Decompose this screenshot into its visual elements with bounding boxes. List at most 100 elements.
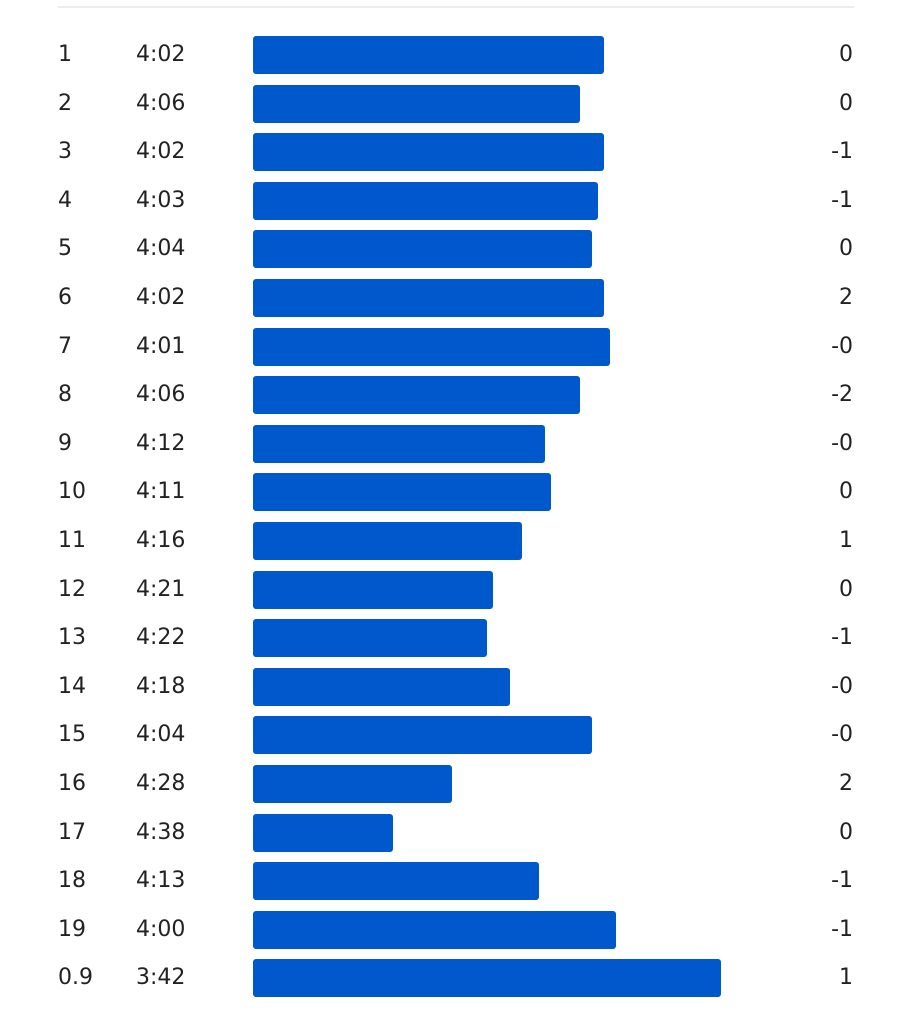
split-pace-bar [253, 765, 452, 803]
split-pace-bar [253, 36, 604, 74]
split-km-label: 2 [58, 90, 72, 116]
split-km-label: 18 [58, 868, 86, 894]
split-pace-bar [253, 522, 522, 560]
split-elev-label: -0 [831, 333, 853, 359]
split-pace-label: 4:01 [136, 333, 186, 359]
split-pace-label: 4:02 [136, 139, 186, 165]
split-row: 12 4:21 0 [0, 566, 913, 614]
split-km-label: 17 [58, 819, 86, 845]
split-pace-bar [253, 376, 580, 415]
split-pace-bar [253, 862, 539, 901]
split-pace-bar [253, 279, 604, 317]
split-pace-label: 4:04 [136, 236, 186, 262]
split-km-label: 10 [58, 479, 86, 505]
split-row: 19 4:00 -1 [0, 906, 913, 954]
split-elev-label: 2 [839, 285, 853, 310]
split-row: 17 4:38 0 [0, 809, 913, 857]
split-km-label: 7 [58, 333, 72, 359]
split-pace-label: 4:18 [136, 673, 186, 699]
split-elev-label: -2 [831, 382, 853, 408]
split-row: 10 4:11 0 [0, 468, 913, 516]
split-km-label: 8 [58, 382, 72, 408]
split-pace-bar [253, 716, 592, 755]
split-elev-label: -1 [831, 916, 853, 942]
split-pace-bar [253, 813, 393, 852]
split-elev-label: 0 [839, 576, 853, 602]
split-km-label: 12 [58, 576, 86, 602]
split-pace-label: 4:16 [136, 528, 186, 553]
split-elev-label: 0 [839, 236, 853, 262]
split-pace-label: 4:11 [136, 479, 186, 505]
split-row: 9 4:12 -0 [0, 420, 913, 468]
split-pace-label: 3:42 [136, 965, 186, 991]
split-row: 16 4:28 2 [0, 760, 913, 808]
split-km-label: 4 [58, 187, 72, 213]
split-elev-label: 0 [839, 90, 853, 116]
split-pace-bar [253, 959, 721, 998]
split-row: 3 4:02 -1 [0, 128, 913, 176]
split-row: 6 4:02 2 [0, 274, 913, 322]
split-km-label: 3 [58, 139, 72, 165]
split-pace-label: 4:21 [136, 576, 186, 602]
split-pace-bar [253, 570, 493, 609]
split-elev-label: -0 [831, 430, 853, 456]
split-pace-bar [253, 619, 487, 658]
split-row: 18 4:13 -1 [0, 857, 913, 905]
split-km-label: 9 [58, 430, 72, 456]
split-elev-label: 0 [839, 479, 853, 505]
split-pace-bar [253, 84, 580, 123]
split-pace-label: 4:03 [136, 187, 186, 213]
split-pace-label: 4:28 [136, 771, 186, 796]
split-pace-label: 4:06 [136, 90, 186, 116]
split-km-label: 0.9 [58, 965, 93, 991]
split-row: 11 4:16 1 [0, 517, 913, 565]
split-pace-bar [253, 667, 510, 706]
split-km-label: 19 [58, 916, 86, 942]
split-elev-label: -0 [831, 722, 853, 748]
split-pace-label: 4:13 [136, 868, 186, 894]
split-km-label: 15 [58, 722, 86, 748]
split-pace-label: 4:06 [136, 382, 186, 408]
split-row: 13 4:22 -1 [0, 614, 913, 662]
split-elev-label: -1 [831, 187, 853, 213]
split-km-label: 6 [58, 285, 72, 310]
top-divider [58, 6, 854, 8]
split-row: 15 4:04 -0 [0, 711, 913, 759]
split-pace-bar [253, 473, 551, 512]
split-pace-label: 4:00 [136, 916, 186, 942]
split-pace-bar [253, 910, 616, 949]
split-elev-label: -0 [831, 673, 853, 699]
split-pace-label: 4:12 [136, 430, 186, 456]
split-km-label: 5 [58, 236, 72, 262]
split-row: 7 4:01 -0 [0, 323, 913, 371]
split-row: 2 4:06 0 [0, 80, 913, 128]
split-pace-label: 4:02 [136, 42, 186, 67]
split-elev-label: 1 [839, 965, 853, 991]
split-row: 1 4:02 0 [0, 31, 913, 79]
split-pace-bar [253, 327, 610, 366]
split-pace-label: 4:02 [136, 285, 186, 310]
split-km-label: 1 [58, 42, 72, 67]
split-elev-label: -1 [831, 625, 853, 651]
split-elev-label: 0 [839, 819, 853, 845]
split-pace-bar [253, 181, 598, 220]
split-elev-label: -1 [831, 868, 853, 894]
split-row: 14 4:18 -0 [0, 663, 913, 711]
split-pace-label: 4:38 [136, 819, 186, 845]
split-elev-label: 0 [839, 42, 853, 67]
split-km-label: 16 [58, 771, 86, 796]
split-pace-label: 4:22 [136, 625, 186, 651]
split-km-label: 11 [58, 528, 86, 553]
split-elev-label: 1 [839, 528, 853, 553]
split-row: 0.9 3:42 1 [0, 954, 913, 1002]
split-row: 5 4:04 0 [0, 225, 913, 273]
split-elev-label: 2 [839, 771, 853, 796]
split-km-label: 14 [58, 673, 86, 699]
split-elev-label: -1 [831, 139, 853, 165]
split-row: 4 4:03 -1 [0, 177, 913, 225]
split-pace-bar [253, 424, 545, 463]
split-pace-bar [253, 230, 592, 269]
split-pace-bar [253, 133, 604, 172]
split-pace-label: 4:04 [136, 722, 186, 748]
